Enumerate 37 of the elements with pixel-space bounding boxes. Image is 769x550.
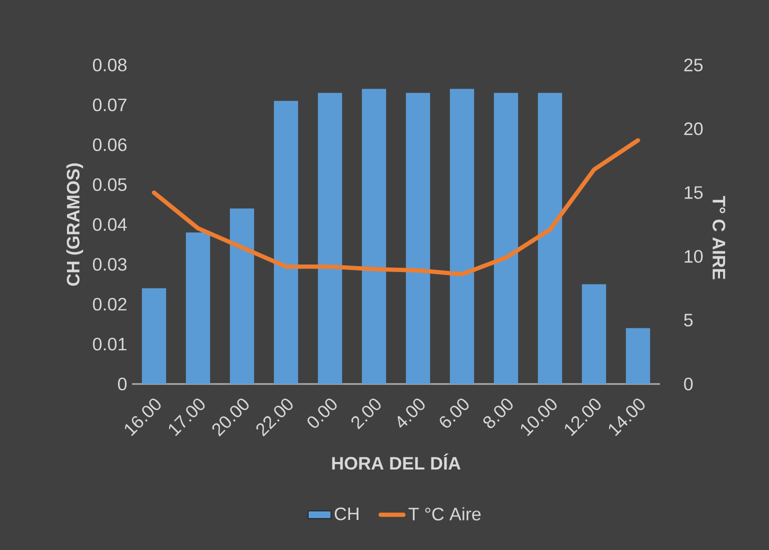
y-tick-label: 0.06 — [92, 138, 127, 152]
bar — [494, 92, 518, 384]
bar — [274, 100, 298, 384]
legend-label: CH — [334, 507, 358, 520]
y-tick-label: 0.05 — [92, 178, 127, 191]
bar — [230, 208, 254, 384]
y2-tick-label: 25 — [684, 58, 703, 72]
x-tick-label: 8.00 — [483, 398, 513, 428]
bar — [186, 232, 210, 384]
y-axis-title: CH (GRAMOS) — [66, 163, 84, 286]
bar — [142, 288, 166, 384]
bar — [626, 328, 650, 384]
x-tick-label: 4.00 — [398, 398, 425, 428]
y2-tick-label: 10 — [684, 250, 703, 263]
y-tick-label: 0 — [118, 378, 127, 390]
y2-axis-title: T° C AIRE — [712, 196, 726, 280]
y2-tick-label: 5 — [684, 314, 693, 326]
x-tick-label: 0.00 — [308, 398, 337, 428]
x-axis-title: HORA DEL DÍA — [332, 454, 461, 470]
bar — [362, 88, 386, 384]
y-tick-label: 0.01 — [92, 338, 126, 350]
y2-tick-label: 15 — [684, 186, 703, 199]
bar — [582, 284, 606, 384]
line-series — [152, 138, 640, 276]
bar — [450, 88, 474, 384]
bar — [538, 92, 562, 384]
y-tick-label: 0.02 — [92, 298, 126, 311]
y-tick-label: 0.07 — [92, 98, 126, 112]
y2-tick-label: 0 — [684, 378, 693, 390]
y-tick-label: 0.03 — [92, 258, 127, 271]
legend-label: T °C Aire — [408, 507, 481, 520]
bar — [318, 92, 342, 384]
y2-tick-label: 20 — [684, 122, 703, 136]
bar — [406, 92, 430, 384]
y-tick-label: 0.04 — [92, 218, 127, 231]
x-tick-label: 6.00 — [440, 398, 469, 428]
y-tick-label: 0.08 — [92, 58, 127, 72]
